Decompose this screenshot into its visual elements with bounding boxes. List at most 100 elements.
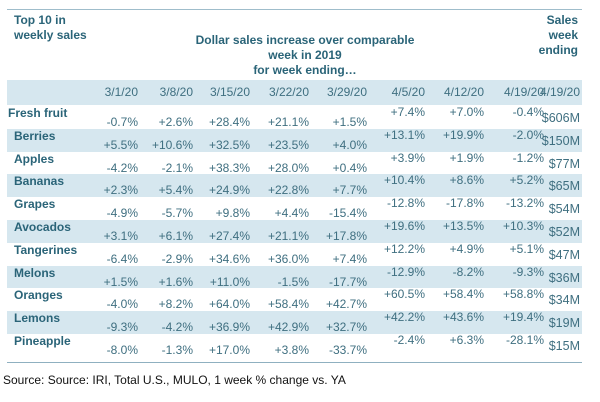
sales-cell: $150M	[541, 133, 580, 148]
source-note: Source: Source: IRI, Total U.S., MULO, 1…	[3, 373, 346, 387]
pct-change-cell: +38.3%	[208, 160, 250, 175]
pct-change-cell: +3.8%	[274, 343, 309, 357]
pct-change-cell: +28.4%	[208, 115, 250, 129]
pct-change-cell: +2.3%	[103, 183, 138, 198]
row-label: Grapes	[14, 197, 56, 212]
pct-change-cell: +5.1%	[509, 241, 544, 256]
pct-change-cell: +1.5%	[103, 274, 138, 289]
pct-change-cell: -2.1%	[161, 160, 193, 175]
pct-change-cell: +6.1%	[158, 229, 193, 243]
pct-change-cell: -2.9%	[161, 251, 193, 266]
sales-cell: $36M	[548, 270, 580, 285]
pct-change-cell: +8.6%	[449, 173, 484, 188]
pct-change-cell: -17.8%	[445, 196, 484, 211]
sales-date-header: 4/19/20	[539, 85, 580, 99]
sales-header-line1: Sales	[546, 13, 578, 27]
pct-change-cell: +10.6%	[151, 137, 193, 152]
pct-change-cell: -9.3%	[512, 264, 544, 279]
date-header: 3/15/20	[209, 85, 250, 99]
sales-cell: $606M	[541, 111, 580, 125]
table-title-line1: Dollar sales increase over comparable we…	[195, 33, 415, 62]
date-header: 3/22/20	[268, 85, 309, 99]
row-label: Melons	[14, 265, 56, 280]
pct-change-cell: +4.4%	[274, 206, 309, 221]
pct-change-cell: +12.2%	[383, 241, 425, 256]
pct-change-cell: -33.7%	[328, 343, 367, 357]
pct-change-cell: +7.4%	[390, 105, 425, 119]
pct-change-cell: -17.7%	[328, 274, 367, 289]
pct-change-cell: +19.9%	[442, 127, 484, 142]
date-header: 3/8/20	[159, 85, 193, 99]
pct-change-cell: +6.3%	[449, 333, 484, 347]
pct-change-cell: +42.7%	[325, 297, 367, 312]
table-row	[7, 174, 582, 198]
sales-column-header: Sales week ending	[520, 13, 578, 58]
pct-change-cell: +21.1%	[267, 229, 309, 243]
pct-change-cell: +27.4%	[208, 229, 250, 243]
pct-change-cell: -12.8%	[386, 196, 425, 211]
pct-change-cell: -28.1%	[505, 333, 544, 347]
pct-change-cell: +36.0%	[267, 251, 309, 266]
pct-change-cell: -2.0%	[512, 127, 544, 142]
sales-header-line3: ending	[538, 43, 578, 57]
pct-change-cell: +5.5%	[103, 137, 138, 152]
sales-cell: $19M	[548, 316, 580, 331]
pct-change-cell: +13.1%	[383, 127, 425, 142]
pct-change-cell: -1.5%	[277, 274, 309, 289]
pct-change-cell: +13.5%	[442, 219, 484, 233]
pct-change-cell: +5.2%	[509, 173, 544, 188]
pct-change-cell: -4.0%	[106, 297, 138, 312]
top-rule-right	[284, 9, 287, 10]
pct-change-cell: -8.2%	[452, 264, 484, 279]
pct-change-cell: +22.8%	[267, 183, 309, 198]
pct-change-cell: +17.8%	[325, 229, 367, 243]
pct-change-cell: +9.8%	[215, 206, 250, 221]
sales-cell: $54M	[548, 202, 580, 217]
pct-change-cell: +32.7%	[325, 320, 367, 335]
pct-change-cell: +1.6%	[158, 274, 193, 289]
pct-change-cell: -4.2%	[161, 320, 193, 335]
pct-change-cell: +43.6%	[442, 310, 484, 325]
row-label: Pineapple	[14, 334, 71, 348]
pct-change-cell: +36.9%	[208, 320, 250, 335]
pct-change-cell: +5.4%	[158, 183, 193, 198]
pct-change-cell: -0.4%	[512, 105, 544, 119]
pct-change-cell: +2.6%	[158, 115, 193, 129]
row-label: Apples	[14, 151, 55, 166]
pct-change-cell: -2.4%	[393, 333, 425, 347]
date-header: 4/12/20	[443, 85, 484, 99]
row-label: Berries	[14, 128, 56, 143]
pct-change-cell: -6.4%	[106, 251, 138, 266]
date-header: 3/1/20	[104, 85, 138, 99]
pct-change-cell: -1.2%	[512, 150, 544, 165]
row-label: Avocados	[14, 220, 71, 234]
sales-header-line2: week	[548, 28, 578, 42]
date-header: 4/5/20	[391, 85, 425, 99]
pct-change-cell: -1.3%	[161, 343, 193, 357]
row-header-label: Top 10 in weekly sales	[14, 13, 104, 43]
pct-change-cell: -13.2%	[505, 196, 544, 211]
bottom-rule	[7, 362, 582, 363]
pct-change-cell: +60.5%	[383, 287, 425, 302]
table-title: Dollar sales increase over comparable we…	[180, 33, 430, 78]
row-label: Oranges	[14, 288, 63, 303]
sales-cell: $15M	[548, 339, 580, 353]
row-header-line1: Top 10 in	[14, 13, 66, 27]
pct-change-cell: +23.5%	[267, 137, 309, 152]
pct-change-cell: -0.7%	[106, 115, 138, 129]
date-header: 3/29/20	[326, 85, 367, 99]
pct-change-cell: +64.0%	[208, 297, 250, 312]
pct-change-cell: +58.4%	[267, 297, 309, 312]
pct-change-cell: +58.8%	[502, 287, 544, 302]
table-row	[7, 265, 582, 289]
sales-cell: $77M	[548, 156, 580, 171]
pct-change-cell: +28.0%	[267, 160, 309, 175]
table-title-line2: for week ending…	[253, 63, 357, 77]
pct-change-cell: +4.9%	[449, 241, 484, 256]
sales-cell: $47M	[548, 247, 580, 262]
pct-change-cell: +7.7%	[332, 183, 367, 198]
table-row	[7, 128, 582, 152]
table-row	[7, 220, 582, 243]
pct-change-cell: +10.4%	[383, 173, 425, 188]
pct-change-cell: -8.0%	[106, 343, 138, 357]
